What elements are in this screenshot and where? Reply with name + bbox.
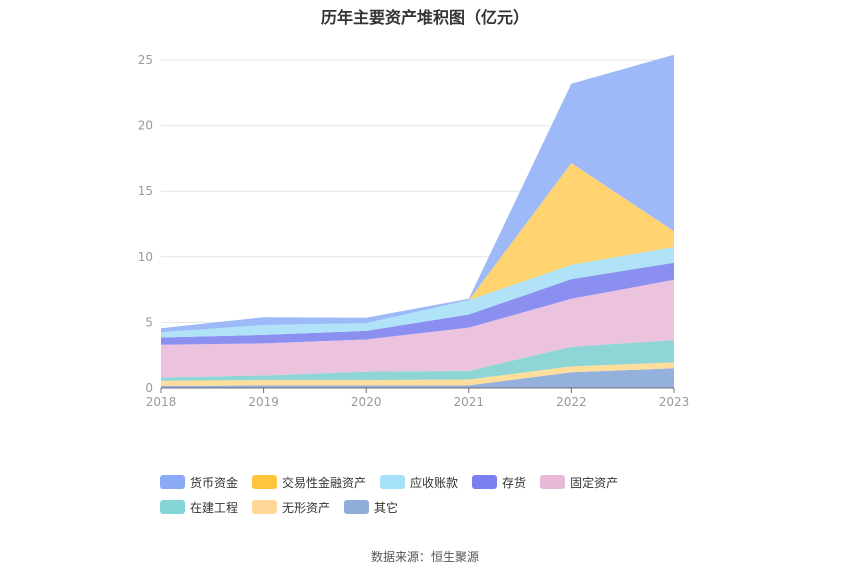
legend-label: 应收账款 — [410, 475, 459, 490]
legend-swatch — [344, 500, 370, 514]
y-tick-label: 10 — [138, 250, 153, 264]
legend-label: 固定资产 — [570, 475, 619, 490]
chart-title: 历年主要资产堆积图（亿元） — [320, 8, 529, 27]
area-交易性金融资产 — [161, 163, 674, 333]
legend-item[interactable]: 交易性金融资产 — [252, 474, 366, 490]
legend-label: 存货 — [502, 475, 527, 490]
data-source-note: 数据来源：恒生聚源 — [370, 550, 479, 564]
legend-swatch — [540, 475, 566, 489]
x-tick-label: 2020 — [351, 395, 382, 409]
legend-swatch — [380, 475, 406, 489]
area-其它 — [161, 368, 674, 388]
legend-label: 在建工程 — [190, 500, 239, 515]
y-tick-label: 20 — [138, 119, 153, 133]
area-series — [161, 54, 674, 388]
y-tick-label: 15 — [138, 184, 153, 198]
legend-swatch — [252, 500, 278, 514]
chart-legend: 货币资金 交易性金融资产 应收账款 存货 固定资产在建工程 无形资产 其它 — [160, 474, 720, 515]
legend-swatch — [160, 475, 185, 489]
legend-item[interactable]: 货币资金 — [160, 474, 238, 490]
legend-swatch — [472, 475, 498, 489]
x-tick-label: 2021 — [454, 395, 485, 409]
legend-label: 货币资金 — [190, 475, 239, 490]
legend-item[interactable]: 应收账款 — [380, 474, 458, 490]
legend-swatch — [160, 500, 185, 514]
legend-label: 交易性金融资产 — [282, 475, 367, 490]
legend-item[interactable]: 固定资产 — [540, 474, 618, 490]
area-应收账款 — [161, 247, 674, 338]
x-tick-label: 2019 — [248, 395, 279, 409]
legend-swatch — [252, 475, 278, 489]
legend-label: 无形资产 — [282, 500, 331, 515]
stacked-area-chart: 0 5 10 15 20 25 2018 2019 2020 2021 2022 2023 — [138, 53, 690, 409]
y-tick-label: 0 — [145, 381, 153, 395]
x-tick-label: 2023 — [659, 395, 690, 409]
legend-label: 其它 — [374, 500, 399, 515]
area-在建工程 — [161, 340, 674, 381]
legend-item[interactable]: 在建工程 — [160, 499, 238, 515]
x-tick-label: 2022 — [556, 395, 587, 409]
axes: 0 5 10 15 20 25 2018 2019 2020 2021 2022 2023 — [138, 53, 690, 409]
x-tick-label: 2018 — [146, 395, 177, 409]
legend-item[interactable]: 无形资产 — [252, 499, 330, 515]
area-存货 — [161, 262, 674, 345]
legend-item[interactable]: 存货 — [472, 474, 526, 490]
area-货币资金 — [161, 54, 674, 333]
legend-item[interactable]: 其它 — [344, 499, 398, 515]
y-tick-label: 5 — [145, 315, 153, 329]
y-tick-label: 25 — [138, 53, 153, 67]
area-固定资产 — [161, 279, 674, 378]
